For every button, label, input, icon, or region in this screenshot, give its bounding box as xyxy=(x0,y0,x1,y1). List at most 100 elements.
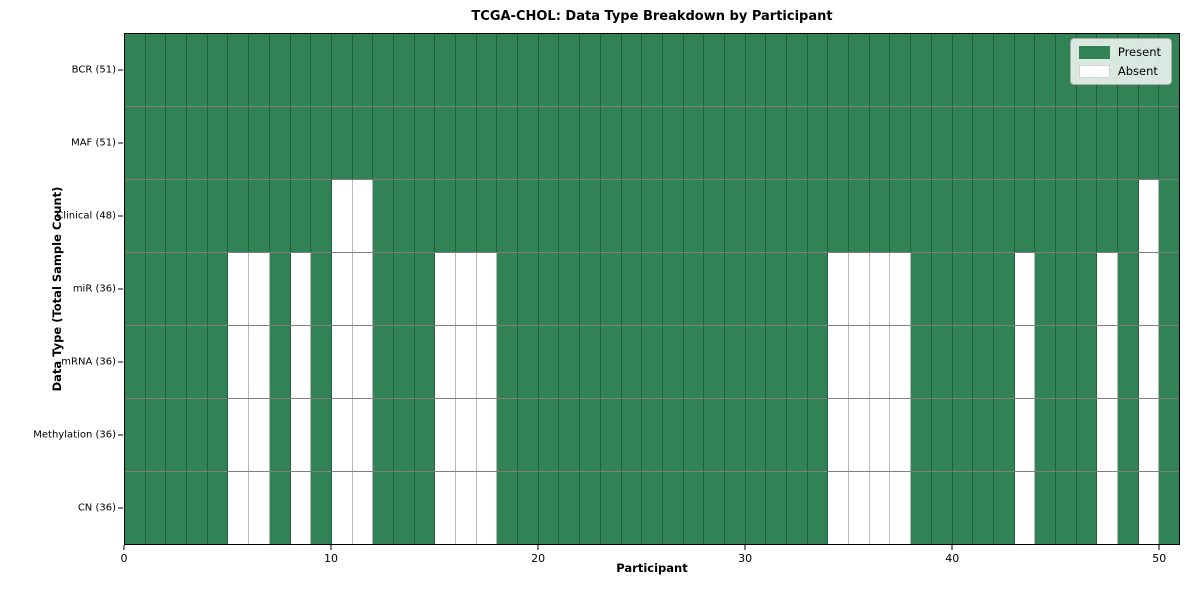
heatmap-cell xyxy=(331,253,353,325)
heatmap-cell xyxy=(890,253,912,325)
heatmap-cell xyxy=(207,472,229,544)
heatmap-cell xyxy=(207,399,229,471)
heatmap-cell xyxy=(849,180,870,252)
heatmap-cell xyxy=(683,180,705,252)
x-tick-marks xyxy=(123,545,1180,550)
heatmap-cell xyxy=(766,472,787,544)
y-tick-marks xyxy=(118,33,123,545)
heatmap-cell xyxy=(787,472,808,544)
heatmap-cell xyxy=(1118,107,1139,179)
heatmap-cell xyxy=(828,34,850,106)
heatmap-cell xyxy=(414,34,436,106)
heatmap-cell xyxy=(393,34,415,106)
heatmap-row-MAF xyxy=(125,107,1180,180)
heatmap-cell xyxy=(538,180,560,252)
heatmap-cell xyxy=(890,399,912,471)
heatmap-cell xyxy=(1159,399,1180,471)
heatmap-cell xyxy=(456,180,477,252)
heatmap-cell xyxy=(125,180,146,252)
heatmap-cell xyxy=(559,34,581,106)
heatmap-cell xyxy=(1014,34,1036,106)
legend-entry-absent: Absent xyxy=(1078,64,1161,78)
heatmap-cell xyxy=(290,180,312,252)
heatmap-cell xyxy=(849,472,870,544)
heatmap-cell xyxy=(352,326,374,398)
heatmap-cell xyxy=(911,34,932,106)
heatmap-cell xyxy=(352,472,374,544)
heatmap-cell xyxy=(580,326,601,398)
heatmap-cell xyxy=(745,180,767,252)
absent-swatch-icon xyxy=(1078,64,1110,78)
y-tick-label: Clinical (48) xyxy=(56,210,116,222)
heatmap-cell xyxy=(724,107,746,179)
heatmap-cell xyxy=(704,472,725,544)
heatmap-cell xyxy=(787,107,808,179)
heatmap-cell xyxy=(497,107,519,179)
heatmap-cell xyxy=(1159,180,1180,252)
heatmap-cell xyxy=(311,326,332,398)
heatmap-cell xyxy=(931,399,953,471)
heatmap-cell xyxy=(993,34,1015,106)
legend-label: Present xyxy=(1117,45,1161,59)
heatmap-cell xyxy=(518,326,539,398)
heatmap-cell xyxy=(1138,326,1160,398)
heatmap-cell xyxy=(228,326,250,398)
heatmap-cell xyxy=(1035,180,1056,252)
heatmap-cell xyxy=(787,399,808,471)
heatmap-cell xyxy=(290,34,312,106)
heatmap-cell xyxy=(145,472,167,544)
heatmap-cell xyxy=(311,34,332,106)
heatmap-cell xyxy=(621,180,643,252)
heatmap-cell xyxy=(435,180,456,252)
heatmap-cell xyxy=(414,399,436,471)
heatmap-cell xyxy=(787,34,808,106)
heatmap-cell xyxy=(249,253,270,325)
heatmap-cell xyxy=(745,472,767,544)
heatmap-cell xyxy=(352,34,374,106)
heatmap-cell xyxy=(807,34,829,106)
heatmap-cell xyxy=(228,399,250,471)
heatmap-cell xyxy=(973,34,994,106)
heatmap-cell xyxy=(993,253,1015,325)
heatmap-cell xyxy=(414,180,436,252)
heatmap-cell xyxy=(828,107,850,179)
heatmap-cell xyxy=(911,253,932,325)
y-tick-mark xyxy=(118,288,123,290)
heatmap-cell xyxy=(828,253,850,325)
heatmap-cell xyxy=(414,472,436,544)
heatmap-cell xyxy=(476,326,498,398)
x-tick-label: 40 xyxy=(945,552,960,565)
heatmap-row-mRNA xyxy=(125,326,1180,399)
heatmap-cell xyxy=(931,107,953,179)
heatmap-cell xyxy=(352,253,374,325)
x-tick-label: 30 xyxy=(738,552,753,565)
heatmap-cell xyxy=(290,472,312,544)
heatmap-cell xyxy=(352,399,374,471)
heatmap-cell xyxy=(290,399,312,471)
heatmap-cell xyxy=(187,472,208,544)
heatmap-cell xyxy=(414,107,436,179)
heatmap-cell xyxy=(1118,472,1139,544)
heatmap-cell xyxy=(518,107,539,179)
heatmap-cell xyxy=(1159,107,1180,179)
heatmap-cell xyxy=(559,326,581,398)
heatmap-cell xyxy=(849,326,870,398)
x-tick-mark xyxy=(537,545,539,550)
heatmap-cell xyxy=(580,399,601,471)
heatmap-cell xyxy=(724,253,746,325)
y-tick-label: BCR (51) xyxy=(71,64,116,76)
heatmap-cell xyxy=(456,253,477,325)
heatmap-cell xyxy=(1097,472,1118,544)
heatmap-cell xyxy=(269,253,291,325)
heatmap-cell xyxy=(662,107,684,179)
heatmap-cell xyxy=(1035,326,1056,398)
heatmap-cell xyxy=(166,399,188,471)
heatmap-cell xyxy=(373,326,394,398)
heatmap-cell xyxy=(559,472,581,544)
heatmap-cell xyxy=(290,326,312,398)
heatmap-cell xyxy=(1097,180,1118,252)
heatmap-cell xyxy=(890,472,912,544)
heatmap-cell xyxy=(1035,34,1056,106)
heatmap-cell xyxy=(807,180,829,252)
heatmap-cell xyxy=(600,472,622,544)
